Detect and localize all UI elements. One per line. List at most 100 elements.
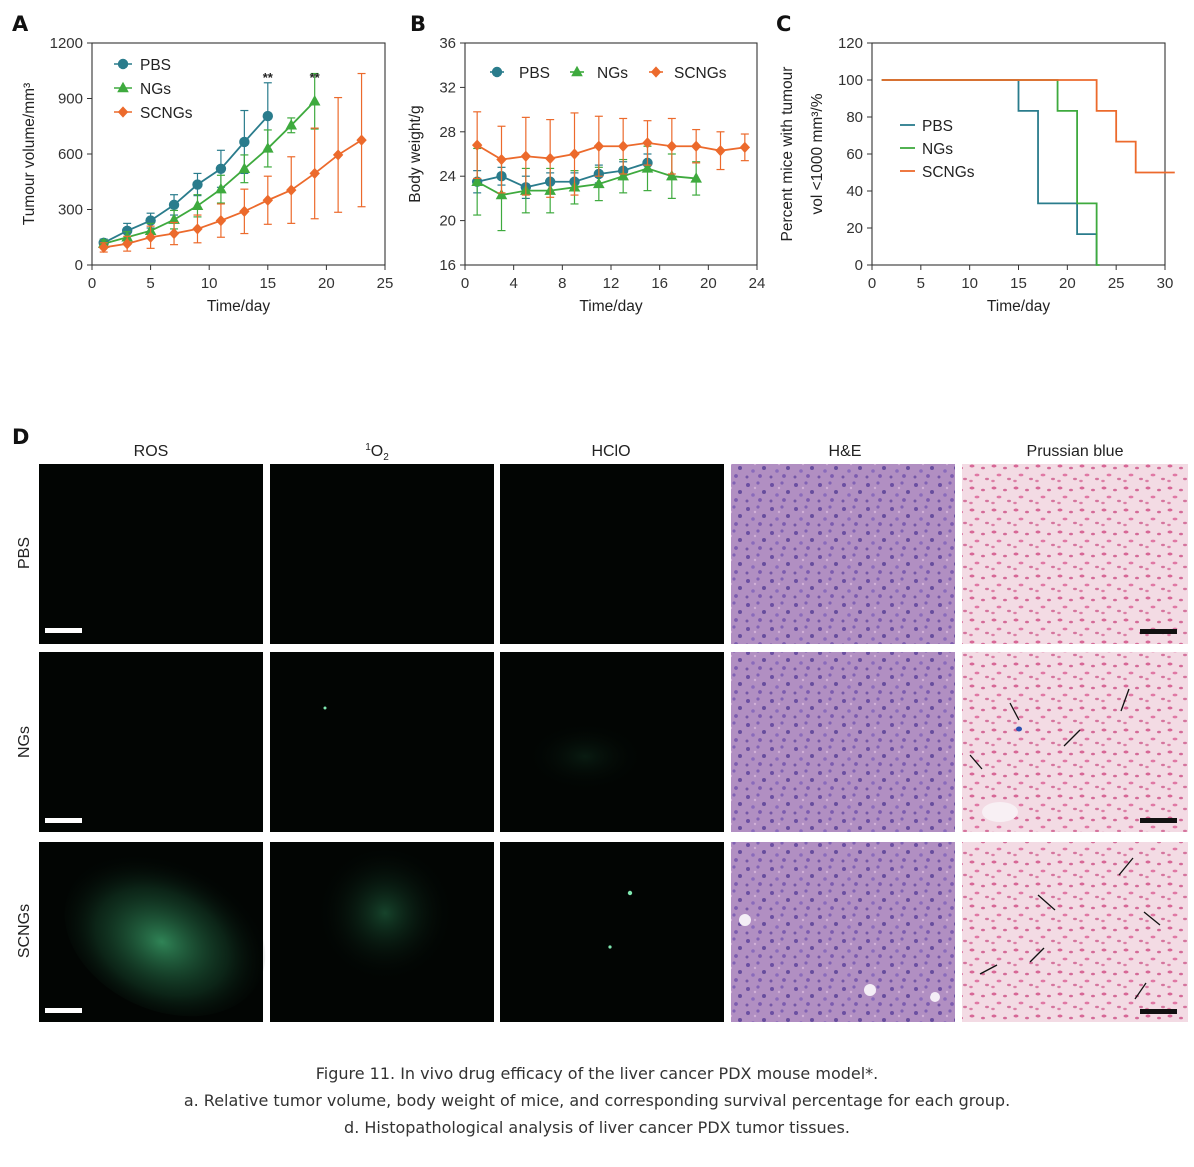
panel-label-d: D (12, 425, 29, 449)
column-title-hclo: HClO (591, 443, 630, 460)
image-ros-ngs (39, 652, 263, 832)
iron-deposit (1016, 726, 1022, 732)
data-point (739, 141, 751, 153)
data-point (121, 238, 133, 250)
y-axis-title: vol <1000 mm³/% (809, 93, 826, 214)
legend-label: NGs (597, 65, 628, 82)
image-he-scngs (731, 842, 955, 1022)
y-tick-label: 28 (439, 124, 456, 141)
panel-d: D ROS 1O2 HClO H&E Prussian blue PBS NGs… (12, 425, 1188, 1022)
y-tick-label: 900 (58, 91, 83, 108)
scale-bar (1140, 629, 1177, 634)
significance-marker: ** (263, 70, 274, 85)
row-title-pbs: PBS (16, 537, 33, 569)
data-point (690, 140, 702, 152)
survival-step-line (881, 79, 1098, 265)
pointer-arrow (979, 964, 998, 975)
image-he-ngs (731, 652, 955, 832)
image-ros-pbs (39, 464, 263, 644)
data-point (496, 153, 507, 166)
x-tick-label: 0 (88, 275, 96, 292)
pointer-arrows (979, 857, 1161, 1000)
x-tick-label: 0 (461, 275, 469, 292)
y-tick-label: 0 (855, 257, 863, 274)
data-point (642, 137, 653, 149)
data-point (215, 215, 227, 227)
x-tick-label: 8 (558, 275, 566, 292)
pointer-arrow (1118, 857, 1134, 876)
series-pbs (881, 79, 1098, 265)
row-title-scngs: SCNGs (16, 904, 33, 958)
panel-a: A 0 5 10 15 20 25 0 300 600 900 1200 Time/day Tumour… (12, 12, 393, 315)
data-point (666, 140, 678, 152)
x-tick-label: 25 (1108, 275, 1125, 292)
data-point (168, 199, 180, 211)
x-tick-label: 24 (749, 275, 766, 292)
data-point (121, 225, 133, 236)
data-point (715, 145, 726, 157)
image-singlet-oxygen-pbs (270, 464, 494, 644)
data-point (520, 150, 532, 162)
column-title-singlet-oxygen: 1O2 (365, 442, 389, 463)
tissue-gap (982, 802, 1018, 822)
data-point (666, 169, 678, 181)
data-point (192, 179, 203, 190)
plot-frame (871, 42, 1166, 266)
x-tick-label: 15 (1010, 275, 1027, 292)
fluorescence-haze (525, 725, 645, 795)
y-axis-title: Percent mice with tumour (779, 67, 796, 242)
data-point (593, 140, 605, 152)
series-scngs (471, 111, 751, 198)
caption-line-a: a. Relative tumor volume, body weight of… (183, 1091, 1011, 1110)
scale-bar (1140, 1009, 1177, 1014)
y-tick-label: 20 (846, 220, 863, 237)
pointer-arrow (1063, 729, 1081, 747)
x-tick-label: 20 (700, 275, 717, 292)
scale-bar (1140, 818, 1177, 823)
data-point (544, 152, 556, 165)
y-tick-label: 120 (838, 35, 863, 52)
pointer-arrow (969, 754, 983, 770)
fluorescence-spot (323, 706, 327, 710)
x-tick-label: 20 (318, 275, 335, 292)
significance-marker: ** (310, 70, 321, 85)
x-tick-label: 15 (259, 275, 276, 292)
y-axis-title: Tumour volume/mm³ (21, 83, 38, 225)
vacuole (739, 914, 751, 926)
panel-label-b: B (410, 12, 426, 36)
data-point (286, 184, 297, 196)
column-title-he: H&E (829, 443, 862, 460)
survival-step-line (881, 79, 1175, 174)
x-tick-label: 5 (917, 275, 925, 292)
data-point (471, 139, 483, 151)
y-tick-label: 16 (439, 257, 456, 274)
data-point (332, 149, 344, 161)
x-tick-label: 25 (377, 275, 394, 292)
y-tick-label: 20 (439, 213, 456, 230)
x-axis-title: Time/day (207, 298, 270, 315)
data-point (262, 142, 274, 153)
y-tick-label: 1200 (50, 35, 83, 52)
series-line (103, 100, 316, 245)
panel-b: B 0 4 8 12 16 20 24 16 20 24 28 32 36 Time/day Body we… (407, 12, 765, 315)
y-tick-label: 24 (439, 168, 456, 185)
x-tick-label: 10 (201, 275, 218, 292)
image-prussian-blue-scngs (962, 842, 1188, 1022)
vacuole (930, 992, 940, 1002)
x-tick-label: 16 (651, 275, 668, 292)
x-tick-label: 4 (509, 275, 517, 292)
o2-subscript: 2 (383, 452, 389, 463)
data-point (285, 119, 298, 130)
x-tick-label: 20 (1059, 275, 1076, 292)
legend-marker (571, 65, 583, 77)
x-tick-label: 12 (603, 275, 620, 292)
pointer-arrow (1037, 894, 1056, 911)
data-point (308, 94, 321, 106)
x-tick-label: 5 (146, 275, 154, 292)
image-hclo-pbs (500, 464, 724, 644)
data-point (617, 169, 629, 181)
data-point (191, 199, 204, 210)
y-tick-label: 32 (439, 79, 456, 96)
legend-label: SCNGs (140, 105, 193, 122)
data-point (690, 172, 702, 183)
